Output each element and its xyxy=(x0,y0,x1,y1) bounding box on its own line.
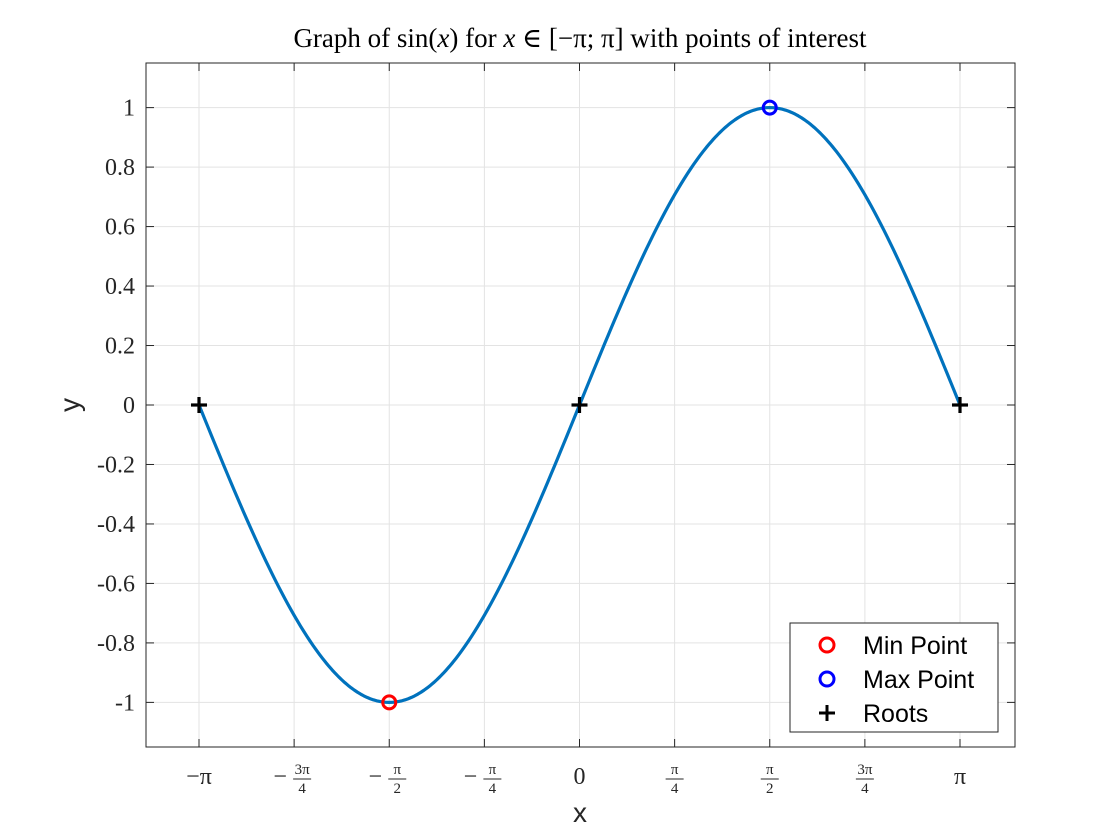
x-tick-denominator: 4 xyxy=(671,781,679,797)
root-marker xyxy=(571,397,588,413)
y-tick-label: -1 xyxy=(115,690,135,716)
x-tick-label: −π xyxy=(186,764,212,790)
x-tick-sign: − xyxy=(464,764,478,790)
y-tick-label: 0.2 xyxy=(105,334,135,360)
legend: Min Point Max Point Roots xyxy=(789,622,999,733)
x-tick-label: − π 4 xyxy=(464,762,502,797)
x-tick-denominator: 2 xyxy=(393,781,401,797)
axis-ticks xyxy=(146,63,1015,747)
x-tick-label: 0 xyxy=(574,764,586,790)
y-tick-label: -0.6 xyxy=(97,571,135,597)
y-tick-label: -0.8 xyxy=(97,631,135,657)
x-tick-label: 3π4 xyxy=(855,762,874,797)
x-tick-numerator: π xyxy=(489,762,497,778)
x-tick-label: π xyxy=(954,764,966,790)
x-tick-sign: − xyxy=(273,764,287,790)
legend-min-point-marker xyxy=(818,636,836,654)
x-tick-numerator: π xyxy=(766,762,774,778)
y-axis-label: y xyxy=(54,398,85,412)
x-tick-numerator: π xyxy=(671,762,679,778)
legend-min-point-label: Min Point xyxy=(863,632,967,660)
x-tick-text: 0 xyxy=(574,764,586,790)
y-tick-label: 0 xyxy=(123,393,135,419)
marker-layer xyxy=(191,99,968,711)
x-axis-label: x xyxy=(573,797,587,828)
x-tick-denominator: 4 xyxy=(861,781,869,797)
y-tick-label: -0.4 xyxy=(97,512,135,538)
legend-roots-marker xyxy=(819,705,835,721)
x-tick-numerator: π xyxy=(393,762,401,778)
max-point-marker xyxy=(761,99,778,116)
x-tick-label: −3π 4 xyxy=(273,762,312,797)
x-tick-text: π xyxy=(954,764,966,790)
x-tick-label: − π 2 xyxy=(368,762,407,797)
y-tick-label: 0.8 xyxy=(105,155,135,181)
root-marker xyxy=(191,397,207,413)
x-tick-numerator: 3π xyxy=(857,762,873,778)
legend-max-point-label: Max Point xyxy=(863,666,974,694)
x-tick-denominator: 2 xyxy=(766,781,774,797)
y-tick-label: -0.2 xyxy=(97,452,135,478)
x-tick-label: π4 xyxy=(665,762,684,797)
x-tick-label: π2 xyxy=(760,762,779,797)
y-tick-label: 0.4 xyxy=(105,274,135,300)
legend-roots-label: Roots xyxy=(863,700,928,728)
legend-max-point-marker xyxy=(818,670,836,688)
x-tick-text: −π xyxy=(186,764,212,790)
y-tick-label: 0.6 xyxy=(105,215,135,241)
y-tick-label: 1 xyxy=(123,96,135,122)
grid-lines xyxy=(146,63,1015,747)
x-tick-numerator: 3π xyxy=(295,762,311,778)
x-tick-sign: − xyxy=(368,764,382,790)
root-marker xyxy=(952,397,968,413)
y-tick-labels: 1 0.8 0.6 0.4 0.2 0 -0.2 -0.4 -0.6 -0.8 -1 xyxy=(97,96,135,717)
min-point-marker xyxy=(381,694,398,711)
x-tick-denominator: 4 xyxy=(489,781,497,797)
chart-title: Graph of sin(x) for x ∈ [−π; π] with poi… xyxy=(293,23,867,53)
x-tick-denominator: 4 xyxy=(298,781,306,797)
